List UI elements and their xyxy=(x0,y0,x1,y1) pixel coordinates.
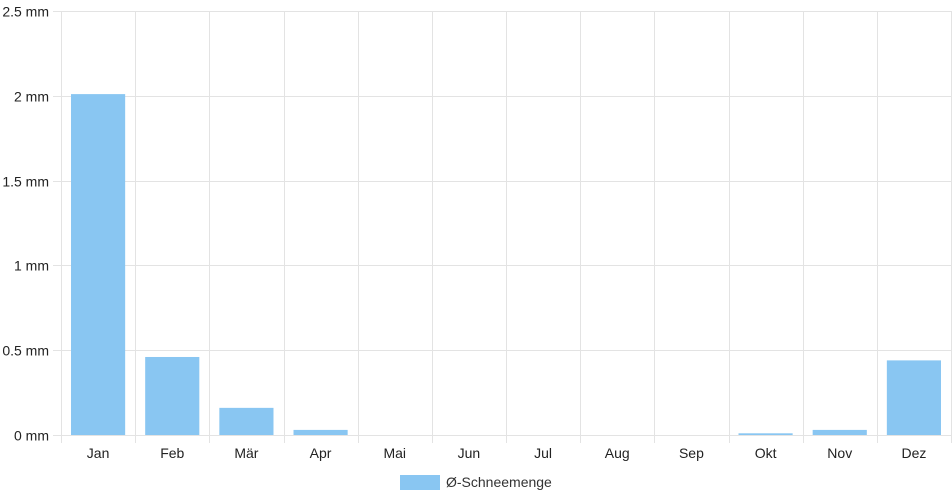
y-tick-label: 1 mm xyxy=(14,258,49,274)
x-tick-label: Jul xyxy=(534,445,552,461)
x-tick-label: Okt xyxy=(755,445,777,461)
x-tick-label: Aug xyxy=(605,445,630,461)
x-axis-ticks: Jan Feb Mär Apr Mai Jun Jul Aug Sep Okt Nov Dez xyxy=(87,445,927,461)
bar-jan xyxy=(71,94,126,435)
x-tick-label: Mai xyxy=(383,445,406,461)
bar-mär xyxy=(219,407,274,435)
y-tick-label: 1.5 mm xyxy=(2,174,49,190)
grid xyxy=(53,11,952,443)
x-tick-label: Jan xyxy=(87,445,110,461)
bar-feb xyxy=(145,356,200,435)
x-tick-label: Apr xyxy=(310,445,332,461)
x-tick-label: Jun xyxy=(458,445,481,461)
y-tick-label: 2 mm xyxy=(14,89,49,105)
y-axis-ticks: 0 mm 0.5 mm 1 mm 1.5 mm 2 mm 2.5 mm xyxy=(2,4,49,444)
bar-nov xyxy=(812,429,867,435)
y-tick-label: 2.5 mm xyxy=(2,4,49,20)
bars xyxy=(71,94,941,435)
legend-label: Ø-Schneemenge xyxy=(446,474,552,490)
y-tick-label: 0 mm xyxy=(14,428,49,444)
x-tick-label: Dez xyxy=(901,445,926,461)
y-tick-label: 0.5 mm xyxy=(2,343,49,359)
bar-dez xyxy=(886,360,941,435)
bar-okt xyxy=(738,433,793,435)
legend[interactable]: Ø-Schneemenge xyxy=(400,474,552,490)
x-tick-label: Nov xyxy=(827,445,852,461)
legend-swatch xyxy=(400,475,440,490)
x-tick-label: Mär xyxy=(234,445,258,461)
x-tick-label: Feb xyxy=(160,445,184,461)
bar-apr xyxy=(293,429,348,435)
x-tick-label: Sep xyxy=(679,445,704,461)
